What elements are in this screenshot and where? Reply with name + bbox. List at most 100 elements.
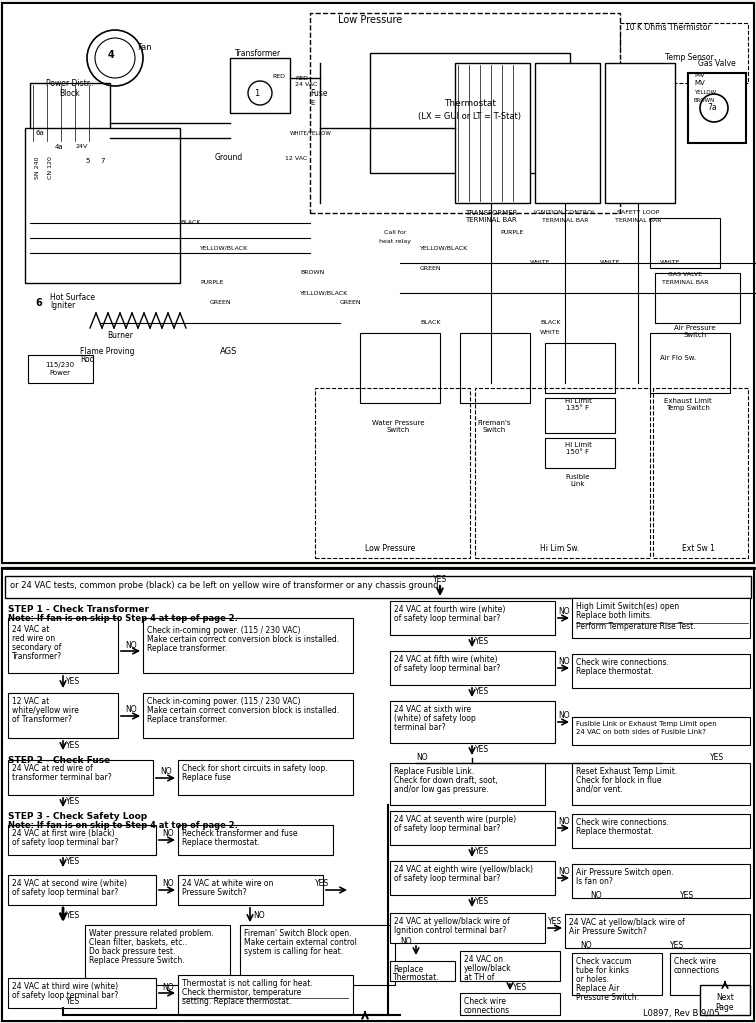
Text: YES: YES (475, 637, 489, 647)
Text: RED: RED (272, 74, 285, 79)
Text: 24 VAC on: 24 VAC on (464, 955, 503, 964)
Text: Is fan on?: Is fan on? (576, 877, 613, 886)
Text: TERMINAL BAR: TERMINAL BAR (542, 218, 588, 222)
FancyBboxPatch shape (240, 925, 395, 985)
Text: BLACK: BLACK (180, 221, 200, 225)
Text: 24 VAC at: 24 VAC at (12, 625, 49, 634)
Text: Switch: Switch (482, 427, 506, 433)
FancyBboxPatch shape (605, 63, 675, 203)
Text: Flame Proving: Flame Proving (80, 347, 135, 356)
Text: YES: YES (66, 741, 80, 750)
Text: and/or low gas pressure.: and/or low gas pressure. (394, 785, 488, 794)
FancyBboxPatch shape (2, 568, 754, 1021)
Text: NO: NO (400, 937, 411, 946)
Text: or 24 VAC tests, common probe (black) ca be left on yellow wire of transformer o: or 24 VAC tests, common probe (black) ca… (10, 581, 441, 590)
FancyBboxPatch shape (572, 814, 750, 848)
Text: NO: NO (416, 754, 428, 762)
Text: system is calling for heat.: system is calling for heat. (244, 947, 343, 957)
Text: of safety loop terminal bar?: of safety loop terminal bar? (12, 991, 118, 1000)
FancyBboxPatch shape (545, 343, 615, 393)
Text: WHITE: WHITE (660, 261, 680, 266)
Text: BROWN: BROWN (300, 270, 324, 275)
Text: 24 VAC on both sides of Fusible Link?: 24 VAC on both sides of Fusible Link? (576, 729, 706, 735)
FancyBboxPatch shape (25, 128, 180, 283)
FancyBboxPatch shape (5, 576, 751, 598)
Text: Air Pressure: Air Pressure (674, 325, 716, 331)
Text: yellow/black: yellow/black (464, 964, 512, 973)
Text: NO: NO (558, 868, 569, 877)
Text: heat relay: heat relay (379, 238, 411, 243)
Text: 10 K Ohms Thermistor: 10 K Ohms Thermistor (625, 24, 711, 33)
Text: Water pressure related problem.: Water pressure related problem. (89, 929, 214, 938)
FancyBboxPatch shape (390, 601, 555, 635)
Text: Switch: Switch (386, 427, 410, 433)
Text: Water Pressure: Water Pressure (372, 420, 424, 426)
FancyBboxPatch shape (565, 914, 750, 948)
Text: SN 240: SN 240 (35, 157, 40, 179)
FancyBboxPatch shape (143, 618, 353, 673)
FancyBboxPatch shape (572, 598, 750, 638)
FancyBboxPatch shape (28, 355, 93, 383)
Text: YES: YES (680, 891, 694, 900)
Text: Hi Limit: Hi Limit (565, 398, 591, 404)
Text: Check wire connections.: Check wire connections. (576, 658, 669, 667)
Text: 24 VAC: 24 VAC (295, 83, 318, 88)
Text: IGNITION CONTROL: IGNITION CONTROL (534, 211, 596, 216)
Text: Replace thermostat.: Replace thermostat. (576, 667, 654, 676)
Text: Rod: Rod (80, 355, 94, 363)
FancyBboxPatch shape (390, 811, 555, 845)
Text: YELLOW/BLACK: YELLOW/BLACK (420, 246, 468, 251)
Text: NO: NO (160, 767, 172, 776)
Text: Pressure Switch.: Pressure Switch. (576, 993, 639, 1002)
Text: 24 VAC at first wire (black): 24 VAC at first wire (black) (12, 829, 115, 838)
Text: Igniter: Igniter (50, 301, 76, 310)
Text: Make certain correct conversion block is installed.: Make certain correct conversion block is… (147, 706, 339, 715)
Text: 24 VAC at third wire (white): 24 VAC at third wire (white) (12, 982, 118, 991)
FancyBboxPatch shape (390, 861, 555, 895)
Text: Replace: Replace (393, 965, 423, 974)
FancyBboxPatch shape (535, 63, 600, 203)
Text: transformer terminal bar?: transformer terminal bar? (12, 773, 112, 782)
Text: 12 VAC: 12 VAC (285, 155, 307, 161)
FancyBboxPatch shape (650, 218, 720, 268)
Text: E: E (310, 100, 314, 106)
FancyBboxPatch shape (8, 760, 153, 795)
Text: 24 VAC at seventh wire (purple): 24 VAC at seventh wire (purple) (394, 815, 516, 824)
Text: 7: 7 (100, 158, 104, 164)
Text: Power Distr..: Power Distr.. (46, 79, 94, 88)
Text: NO: NO (558, 712, 569, 720)
Text: 24 VAC at yellow/black wire of: 24 VAC at yellow/black wire of (569, 918, 685, 927)
Text: WHITE: WHITE (540, 330, 560, 336)
Text: Low Pressure: Low Pressure (365, 544, 415, 553)
Text: Make certain correct conversion block is installed.: Make certain correct conversion block is… (147, 635, 339, 644)
FancyBboxPatch shape (30, 83, 110, 143)
Text: Recheck transformer and fuse: Recheck transformer and fuse (182, 829, 298, 838)
FancyBboxPatch shape (143, 693, 353, 738)
Text: 24 VAC at second wire (white): 24 VAC at second wire (white) (12, 879, 127, 888)
Text: Thermostat.: Thermostat. (393, 973, 440, 982)
Text: Perform Temperature Rise Test.: Perform Temperature Rise Test. (576, 622, 696, 631)
Text: Fireman's: Fireman's (477, 420, 511, 426)
FancyBboxPatch shape (370, 53, 570, 173)
FancyBboxPatch shape (650, 333, 730, 393)
Text: SAFETY LOOP: SAFETY LOOP (617, 211, 659, 216)
FancyBboxPatch shape (360, 333, 440, 403)
Text: Fusible: Fusible (565, 474, 590, 480)
Text: Replace thermostat.: Replace thermostat. (576, 827, 654, 836)
Text: Replace transformer.: Replace transformer. (147, 644, 227, 653)
Text: Gas Valve: Gas Valve (698, 58, 736, 68)
FancyBboxPatch shape (178, 825, 333, 855)
Text: Note: If fan is on skip to Step 4 at top of page 2.: Note: If fan is on skip to Step 4 at top… (8, 821, 238, 830)
Text: 7a: 7a (707, 103, 717, 113)
Text: Replace fuse: Replace fuse (182, 773, 231, 782)
Text: YELLOW/BLACK: YELLOW/BLACK (300, 291, 349, 296)
Text: BLACK: BLACK (420, 320, 441, 325)
Text: Fuse: Fuse (310, 89, 327, 97)
FancyBboxPatch shape (390, 961, 455, 981)
Text: AGS: AGS (220, 347, 237, 356)
Text: TERMINAL BAR: TERMINAL BAR (465, 217, 517, 223)
FancyBboxPatch shape (2, 3, 754, 563)
Text: connections: connections (464, 1006, 510, 1015)
Text: Ground: Ground (215, 153, 243, 163)
Text: Power: Power (49, 370, 70, 376)
